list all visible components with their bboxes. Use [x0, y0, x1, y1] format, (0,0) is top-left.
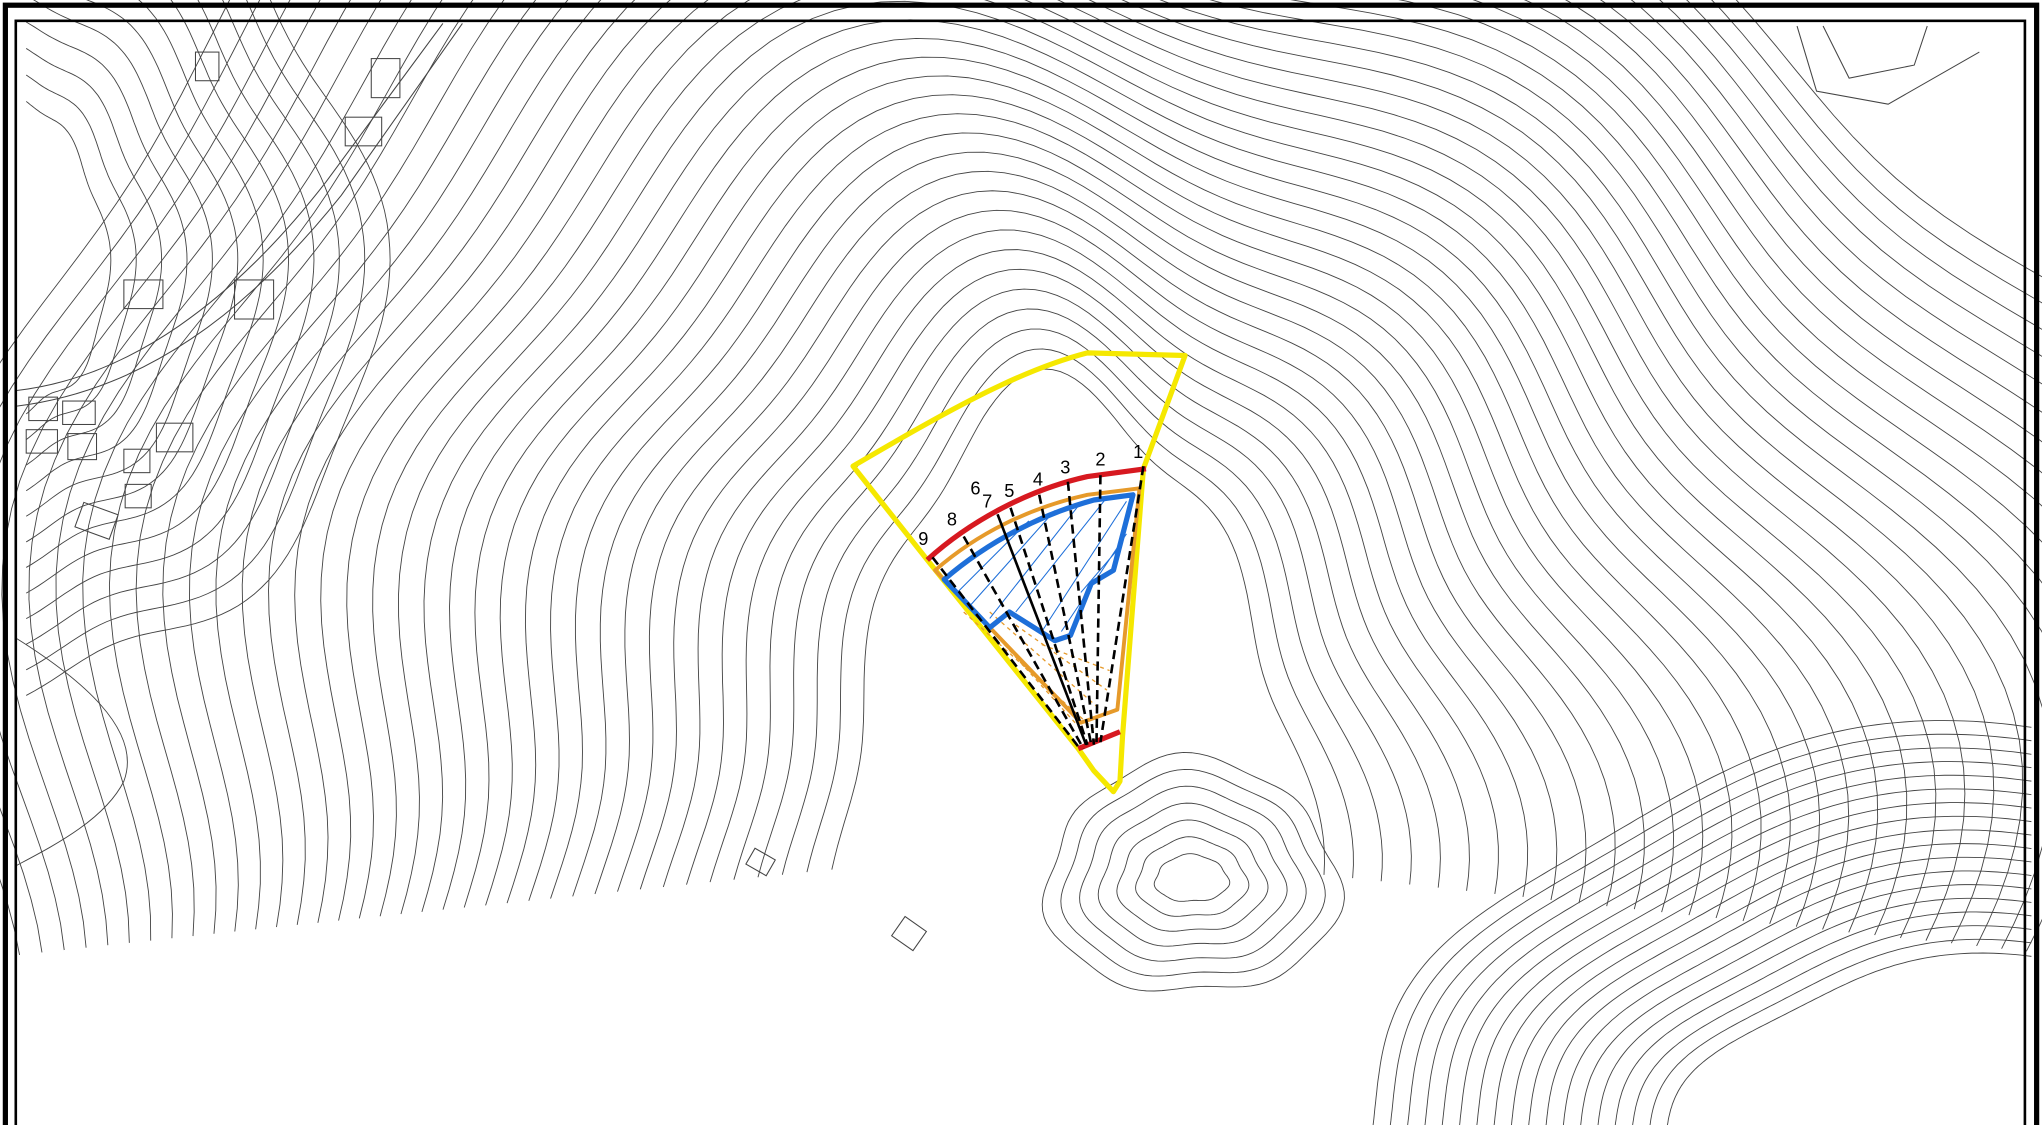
section-label: 6 [970, 478, 980, 498]
slope-crest [925, 466, 1147, 562]
contour [25, 0, 340, 645]
contour [1389, 733, 2032, 1125]
contour [1424, 761, 2032, 1125]
contour [662, 229, 1529, 897]
contour [1510, 829, 2032, 1125]
contour [0, 0, 2042, 953]
contour [25, 0, 213, 517]
contour [1441, 774, 2032, 1125]
contour [1649, 938, 2032, 1125]
contour [572, 151, 1645, 910]
contour [1135, 836, 1250, 917]
contour [108, 0, 2042, 939]
contour [617, 190, 1587, 904]
contour [1476, 802, 2032, 1125]
contour [1545, 856, 2032, 1125]
contour [550, 132, 1675, 913]
contour [25, 0, 366, 671]
contour [1580, 884, 2032, 1125]
contour [1666, 952, 2032, 1125]
contour [781, 328, 1383, 882]
contour [1079, 785, 1307, 962]
contour [268, 0, 2024, 947]
contour [25, 74, 137, 440]
failure-hatch [956, 497, 1127, 632]
inner-frame [14, 19, 2027, 1125]
section-label: 5 [1004, 481, 1014, 501]
contour [25, 0, 239, 543]
contour [594, 170, 1616, 907]
influence-zone [850, 350, 1188, 795]
contour [1459, 788, 2032, 1125]
contour [398, 0, 1879, 933]
section-label: 7 [982, 491, 992, 511]
contour [346, 0, 1937, 939]
contour [1153, 853, 1231, 902]
contour [1041, 752, 1345, 992]
contour [421, 19, 1850, 930]
contour [25, 48, 163, 466]
contour [372, 0, 1908, 936]
contour [686, 249, 1499, 894]
contour [25, 0, 290, 594]
contour [25, 101, 112, 415]
contour [1632, 925, 2032, 1125]
contour [528, 113, 1704, 916]
section-label: 2 [1095, 450, 1105, 470]
study-area [850, 350, 1188, 795]
contour [1060, 768, 1326, 977]
orange-line [933, 486, 1142, 725]
contour [55, 0, 2042, 943]
section-lines [931, 465, 1145, 751]
contour [1372, 720, 2032, 1125]
contour [1597, 897, 2032, 1125]
contour [733, 288, 1441, 888]
section-label: 1 [1133, 442, 1143, 462]
contour [1116, 819, 1269, 932]
contour [506, 94, 1733, 919]
contour [485, 75, 1762, 922]
contour [1407, 747, 2032, 1125]
contour [25, 0, 264, 568]
contour [0, 0, 2042, 951]
contour [25, 0, 391, 696]
slope-toe [1077, 729, 1121, 752]
contour [1614, 911, 2032, 1125]
contour [1562, 870, 2032, 1125]
contour [442, 37, 1821, 927]
contour [639, 209, 1558, 901]
contour [15, 637, 128, 867]
contour [1528, 843, 2032, 1125]
section-label: 3 [1060, 458, 1070, 478]
contour [135, 0, 2042, 937]
contour [1097, 802, 1288, 947]
contour [709, 268, 1470, 891]
settlement [15, 23, 1980, 952]
contour [1493, 815, 2032, 1125]
contour [215, 0, 2042, 952]
contour [831, 368, 1325, 875]
section-labels: 1 2 345 67 89 [918, 442, 1143, 549]
contour [241, 0, 2042, 949]
section-label: 9 [918, 529, 928, 549]
contour [463, 56, 1791, 924]
contour [294, 0, 1995, 944]
section-label: 8 [947, 510, 957, 530]
contour [162, 0, 2042, 934]
section-label: 4 [1033, 469, 1043, 489]
contour [25, 0, 315, 620]
contour [82, 0, 2042, 941]
contour [189, 0, 2042, 932]
contour [757, 308, 1412, 885]
